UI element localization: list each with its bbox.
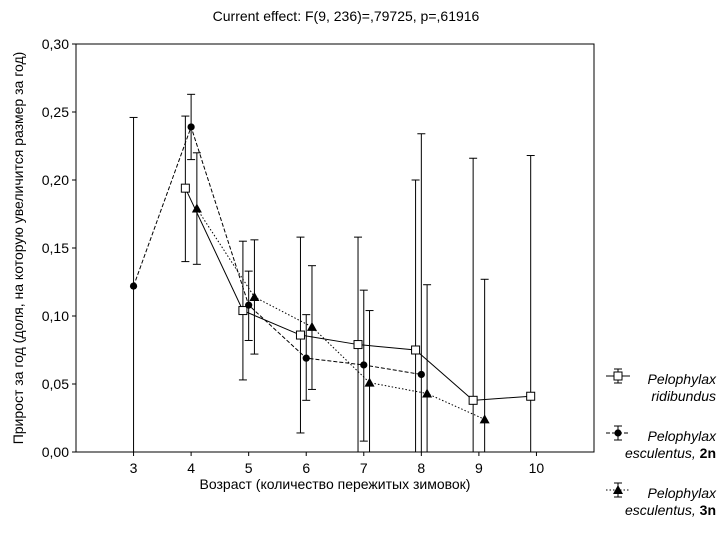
data-point xyxy=(422,388,433,398)
plot-frame xyxy=(75,43,595,453)
data-point xyxy=(526,391,536,401)
legend-label-species-name: ridibundus xyxy=(651,388,716,404)
y-axis: 0,00 0,05 0,10 0,15 0,20 0,25 0,30 xyxy=(42,36,76,460)
legend-marker xyxy=(613,371,623,381)
legend-marker xyxy=(614,429,622,437)
data-point xyxy=(468,395,478,405)
legend-label-species: ridibundus xyxy=(604,388,716,404)
x-tick-label: 4 xyxy=(187,460,195,476)
data-point xyxy=(306,321,317,331)
y-tick-label: 0,30 xyxy=(42,36,69,52)
data-point xyxy=(360,361,368,369)
legend-label-species: esculentus, 2n xyxy=(604,445,716,461)
data-point xyxy=(187,123,195,131)
data-point xyxy=(191,203,202,213)
x-axis: 3 4 5 6 7 8 9 10 xyxy=(130,452,545,476)
data-point xyxy=(180,183,190,193)
series-line xyxy=(133,125,422,375)
data-point xyxy=(129,282,138,290)
x-tick-label: 3 xyxy=(130,460,138,476)
data-point xyxy=(417,370,425,379)
data-point xyxy=(238,306,248,316)
series-layer xyxy=(129,93,536,453)
data-point xyxy=(245,301,253,309)
legend-symbol xyxy=(606,368,630,384)
series-3 xyxy=(191,152,490,453)
legend-symbol xyxy=(606,482,630,498)
series-1 xyxy=(180,115,536,453)
data-point xyxy=(411,345,421,355)
legend-label-species-name: esculentus, xyxy=(624,445,700,461)
x-tick-label: 10 xyxy=(529,460,545,476)
y-axis-label: Прирост за год (доля, на которую увеличи… xyxy=(10,52,26,445)
y-tick-label: 0,25 xyxy=(42,104,69,120)
data-point xyxy=(479,414,490,424)
legend-item: Pelophylax esculentus, 2n xyxy=(604,425,720,473)
series-2 xyxy=(129,93,426,453)
legend-marker xyxy=(613,485,623,494)
data-point xyxy=(295,330,305,340)
data-point xyxy=(302,354,310,362)
x-tick-label: 7 xyxy=(360,460,368,476)
x-tick-label: 5 xyxy=(245,460,253,476)
y-tick-label: 0,15 xyxy=(42,240,69,256)
x-axis-label: Возраст (количество пережитых зимовок) xyxy=(200,476,471,492)
legend-label-ploidy: 2n xyxy=(699,445,716,461)
chart-title: Current effect: F(9, 236)=,79725, p=,619… xyxy=(213,8,480,24)
data-point xyxy=(249,291,260,301)
y-tick-label: 0,20 xyxy=(42,172,69,188)
x-tick-label: 9 xyxy=(475,460,483,476)
legend-label-species: esculentus, 3n xyxy=(604,502,716,518)
legend-symbol xyxy=(606,425,630,441)
legend-label-species-name: esculentus, xyxy=(624,502,700,518)
y-tick-label: 0,05 xyxy=(42,376,69,392)
legend-label-genus: Pelophylax xyxy=(647,371,717,387)
legend-label-genus: Pelophylax xyxy=(647,428,717,444)
legend-label-genus: Pelophylax xyxy=(647,485,717,501)
x-tick-label: 6 xyxy=(302,460,310,476)
legend-label-ploidy: 3n xyxy=(699,502,716,518)
y-tick-label: 0,10 xyxy=(42,308,69,324)
legend-item: Pelophylax ridibundus xyxy=(604,368,720,416)
y-tick-label: 0,00 xyxy=(42,444,69,460)
data-point xyxy=(364,377,375,387)
data-point xyxy=(353,340,363,350)
legend-item: Pelophylax esculentus, 3n xyxy=(604,482,720,530)
x-tick-label: 8 xyxy=(417,460,425,476)
series-line xyxy=(196,208,485,420)
